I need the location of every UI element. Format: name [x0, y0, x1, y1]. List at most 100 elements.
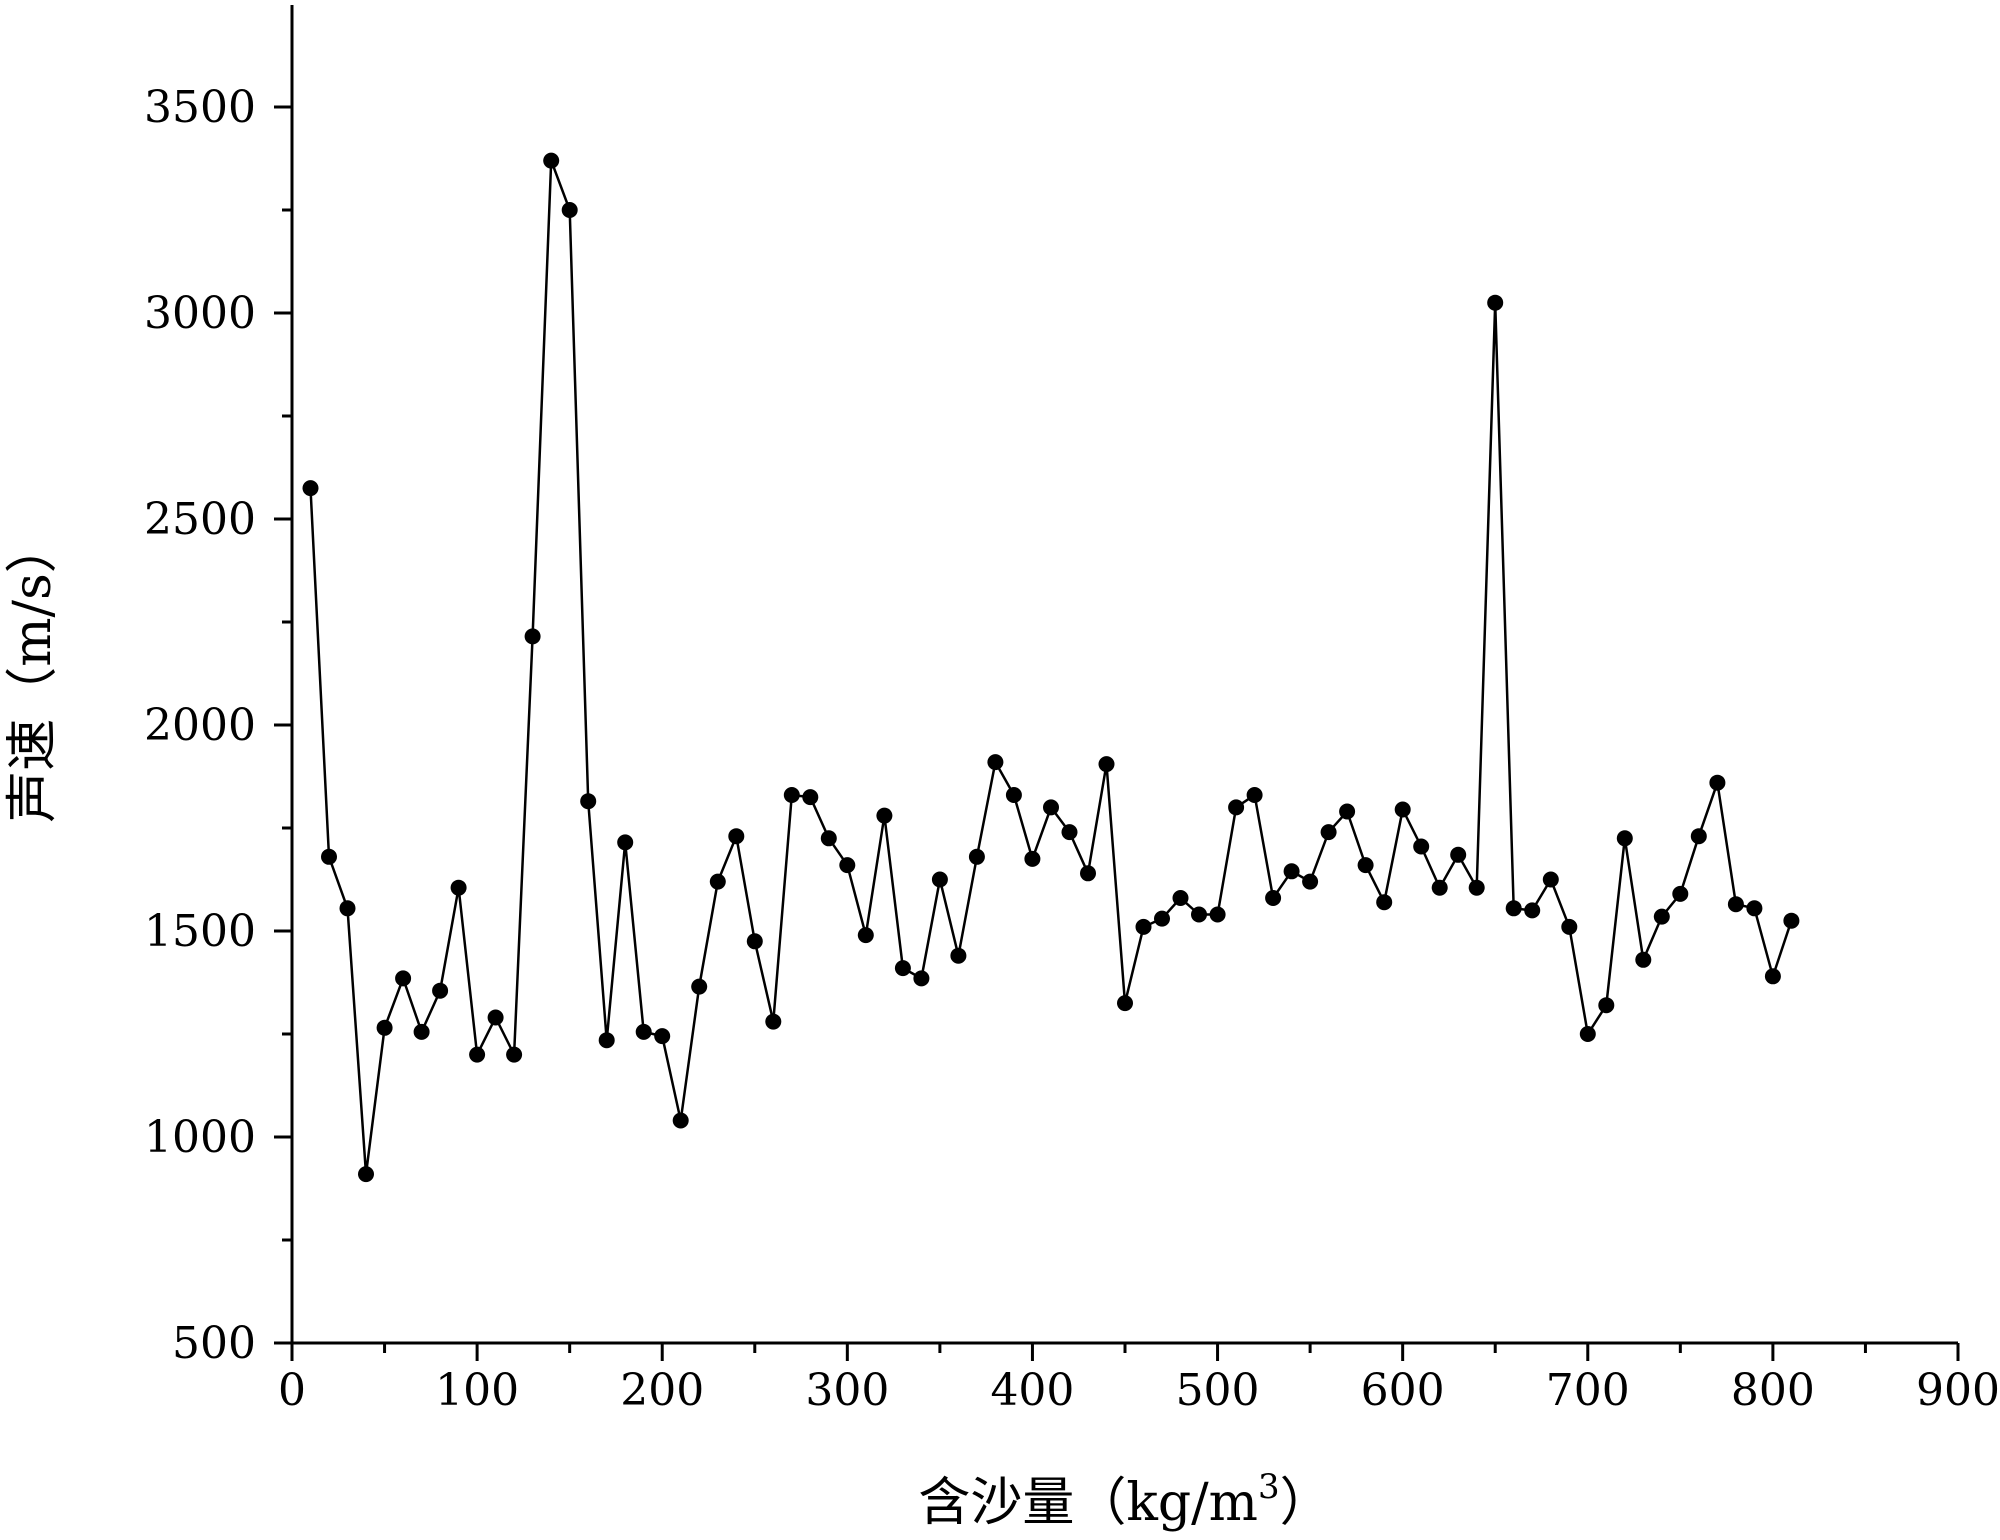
data-point: [1690, 828, 1707, 845]
data-point: [1172, 890, 1189, 906]
data-point: [1413, 838, 1430, 855]
data-point: [1746, 900, 1763, 917]
data-point: [1542, 871, 1559, 888]
data-point: [1524, 902, 1541, 919]
data-point: [1265, 890, 1282, 906]
x-tick-label: 0: [278, 1365, 306, 1416]
x-tick-label: 400: [990, 1365, 1074, 1416]
data-point: [321, 848, 337, 865]
data-point: [506, 1046, 523, 1063]
x-tick-label: 300: [805, 1365, 889, 1416]
data-point: [376, 1019, 393, 1036]
x-axis-title-superscript: 3: [1258, 1467, 1280, 1507]
data-point: [302, 480, 319, 497]
x-axis-title-end: ）: [1280, 1473, 1332, 1533]
x-tick-label: 900: [1916, 1365, 2000, 1416]
y-axis-title: 声速（m/s）: [3, 521, 63, 823]
data-point: [1431, 879, 1448, 896]
data-point: [487, 1009, 504, 1026]
data-point: [1579, 1026, 1596, 1042]
data-point: [1098, 756, 1115, 773]
data-point: [1117, 995, 1133, 1012]
series-line: [309, 160, 1793, 1175]
data-point: [395, 970, 412, 987]
data-point: [987, 754, 1004, 771]
y-tick-label: 2500: [144, 494, 256, 545]
data-point: [1394, 801, 1411, 818]
data-point: [1339, 803, 1356, 820]
data-point: [728, 828, 745, 845]
data-point: [580, 793, 597, 810]
data-point: [746, 933, 763, 950]
data-point: [339, 900, 356, 917]
data-point: [839, 857, 856, 874]
ticks-layer: 0 100 200 300 400 500 600 700 800 900 500 1000 1500 2…: [144, 82, 2000, 1416]
data-point: [1468, 879, 1485, 896]
data-point: [672, 1112, 689, 1129]
data-point: [543, 152, 560, 169]
data-point: [1616, 830, 1633, 847]
data-point: [1302, 873, 1319, 890]
y-tick-label: 3500: [144, 82, 256, 133]
x-tick-label: 700: [1546, 1365, 1630, 1416]
data-point: [1672, 885, 1689, 902]
data-point: [1357, 857, 1374, 874]
data-point: [1598, 997, 1615, 1014]
data-point: [950, 947, 967, 964]
data-point: [857, 927, 874, 944]
data-point: [524, 628, 541, 645]
data-point: [617, 834, 634, 851]
data-point: [1561, 918, 1578, 935]
data-point: [1783, 912, 1800, 929]
x-axis-title-main: 含沙量（kg/m: [918, 1473, 1258, 1533]
data-point: [1135, 918, 1152, 935]
data-point: [802, 789, 819, 806]
data-point: [561, 202, 578, 218]
data-point: [876, 807, 893, 824]
data-point: [783, 787, 800, 803]
data-point: [635, 1023, 652, 1040]
data-point: [1709, 774, 1726, 791]
x-tick-label: 100: [435, 1365, 519, 1416]
data-point: [432, 982, 449, 999]
data-point: [1005, 787, 1022, 803]
data-point: [765, 1013, 782, 1030]
data-point: [469, 1046, 486, 1063]
data-point: [1635, 951, 1652, 968]
y-tick-label: 1000: [144, 1112, 256, 1163]
data-point: [913, 970, 930, 987]
data-point: [1246, 787, 1263, 803]
data-point: [894, 960, 911, 977]
data-point: [1228, 799, 1245, 816]
data-point: [1376, 894, 1393, 911]
data-point: [691, 978, 708, 995]
data-point: [1209, 906, 1226, 923]
x-tick-label: 800: [1731, 1365, 1815, 1416]
data-point: [931, 871, 948, 888]
data-point: [1450, 846, 1467, 863]
data-point: [1487, 294, 1504, 311]
data-point: [1191, 906, 1207, 923]
y-tick-label: 2000: [144, 700, 256, 751]
data-point: [450, 879, 467, 896]
data-point: [1727, 896, 1744, 913]
data-point: [820, 830, 837, 847]
data-point: [1061, 824, 1078, 841]
data-point: [1283, 863, 1300, 880]
data-point: [709, 873, 726, 890]
data-point: [1320, 824, 1337, 841]
data-point: [1154, 910, 1170, 927]
data-point: [1080, 865, 1096, 882]
data-point: [1024, 850, 1041, 867]
data-point: [598, 1032, 615, 1049]
data-point: [1043, 799, 1059, 816]
series-layer: [302, 152, 1800, 1183]
data-point: [654, 1028, 671, 1045]
y-tick-label: 500: [172, 1318, 256, 1369]
y-tick-label: 3000: [144, 288, 256, 339]
data-point: [1764, 968, 1781, 985]
y-tick-label: 1500: [144, 906, 256, 957]
data-point: [413, 1023, 430, 1040]
data-point: [358, 1166, 374, 1183]
